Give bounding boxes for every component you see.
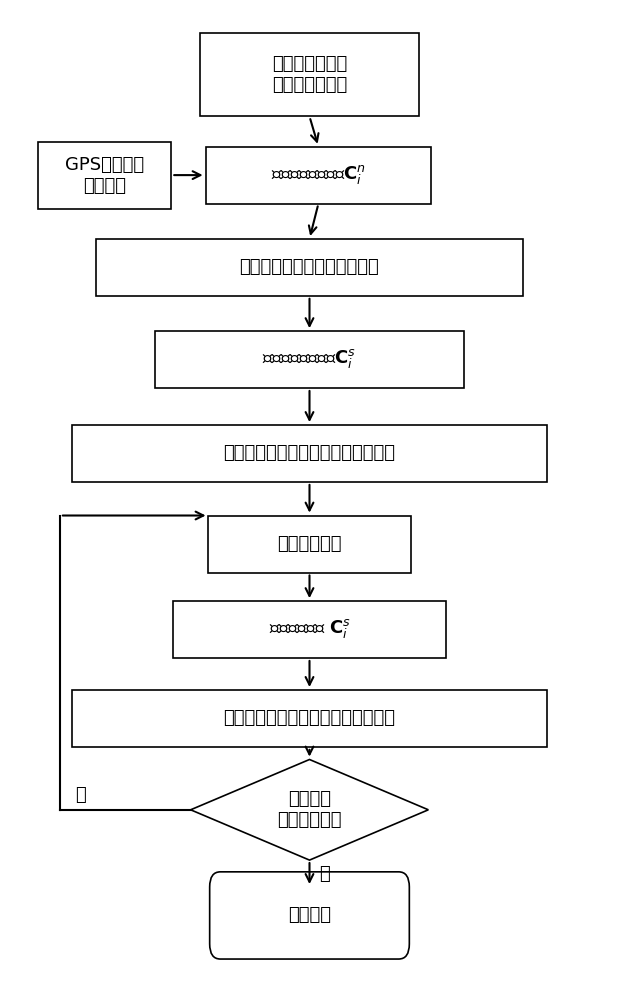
Text: 确定初始转换矩阵$\mathbf{C}_i^n$: 确定初始转换矩阵$\mathbf{C}_i^n$ xyxy=(271,164,366,187)
Text: 初始对准，建立初始捷联矩阵: 初始对准，建立初始捷联矩阵 xyxy=(240,258,379,276)
Text: 旋转机构转动: 旋转机构转动 xyxy=(277,535,342,553)
FancyBboxPatch shape xyxy=(209,516,410,573)
Text: 否: 否 xyxy=(76,786,86,804)
Text: 计算下一时刻旋转机构的旋转角速度: 计算下一时刻旋转机构的旋转角速度 xyxy=(223,709,396,727)
Text: 计算初始时刻旋转机构的旋转角速度: 计算初始时刻旋转机构的旋转角速度 xyxy=(223,444,396,462)
Text: 是否完成
旋转调制过程: 是否完成 旋转调制过程 xyxy=(277,790,342,829)
FancyBboxPatch shape xyxy=(210,872,409,959)
Text: 设计相对惯性系
转动的旋转方案: 设计相对惯性系 转动的旋转方案 xyxy=(272,55,347,94)
Text: GPS提供载体
初始位置: GPS提供载体 初始位置 xyxy=(65,156,144,195)
Polygon shape xyxy=(191,759,428,860)
FancyBboxPatch shape xyxy=(72,690,547,747)
FancyBboxPatch shape xyxy=(72,425,547,482)
FancyBboxPatch shape xyxy=(173,601,446,658)
Text: 更新转换矩阵 $\mathbf{C}_i^s$: 更新转换矩阵 $\mathbf{C}_i^s$ xyxy=(269,618,350,641)
FancyBboxPatch shape xyxy=(206,147,431,204)
FancyBboxPatch shape xyxy=(95,239,524,296)
FancyBboxPatch shape xyxy=(38,142,171,209)
Text: 计算初始转换矩阵$\mathbf{C}_i^s$: 计算初始转换矩阵$\mathbf{C}_i^s$ xyxy=(262,348,357,371)
FancyBboxPatch shape xyxy=(199,33,420,116)
FancyBboxPatch shape xyxy=(155,331,464,388)
Text: 调制完毕: 调制完毕 xyxy=(288,906,331,924)
Text: 是: 是 xyxy=(319,865,330,883)
